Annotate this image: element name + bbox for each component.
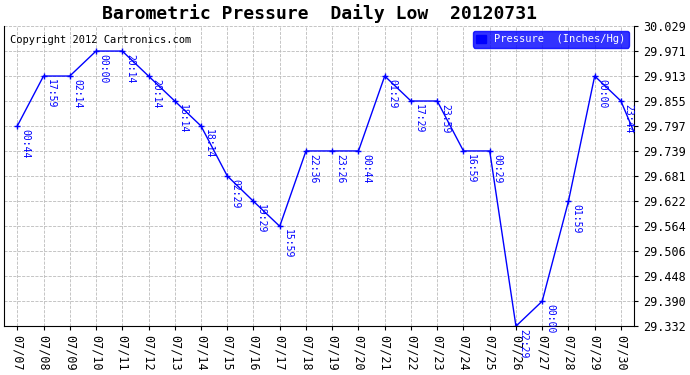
Text: 16:59: 16:59 xyxy=(466,154,476,183)
Legend: Pressure  (Inches/Hg): Pressure (Inches/Hg) xyxy=(473,31,629,48)
Text: 01:59: 01:59 xyxy=(571,204,581,234)
Text: 20:14: 20:14 xyxy=(125,54,135,83)
Text: 22:29: 22:29 xyxy=(0,374,1,375)
Text: 23:44: 23:44 xyxy=(624,104,633,133)
Text: 18:14: 18:14 xyxy=(204,129,214,158)
Title: Barometric Pressure  Daily Low  20120731: Barometric Pressure Daily Low 20120731 xyxy=(101,4,537,23)
Text: 00:00: 00:00 xyxy=(598,79,607,108)
Text: 17:59: 17:59 xyxy=(46,79,57,108)
Text: 15:59: 15:59 xyxy=(282,229,293,258)
Text: 22:29: 22:29 xyxy=(519,329,529,358)
Text: 17:29: 17:29 xyxy=(414,104,424,133)
Text: 00:00: 00:00 xyxy=(545,304,555,333)
Text: 22:36: 22:36 xyxy=(308,154,319,183)
Text: 02:29: 02:29 xyxy=(230,179,240,208)
Text: 00:44: 00:44 xyxy=(362,154,371,183)
Text: 00:00: 00:00 xyxy=(99,54,109,83)
Text: 00:29: 00:29 xyxy=(493,154,502,183)
Text: 00:44: 00:44 xyxy=(20,129,30,158)
Text: 23:26: 23:26 xyxy=(335,154,345,183)
Text: Copyright 2012 Cartronics.com: Copyright 2012 Cartronics.com xyxy=(10,35,192,45)
Text: 02:14: 02:14 xyxy=(72,79,83,108)
Text: 01:29: 01:29 xyxy=(388,79,397,108)
Text: 20:14: 20:14 xyxy=(151,79,161,108)
Text: 18:14: 18:14 xyxy=(177,104,188,133)
Text: 19:29: 19:29 xyxy=(256,204,266,234)
Text: 23:59: 23:59 xyxy=(440,104,450,133)
